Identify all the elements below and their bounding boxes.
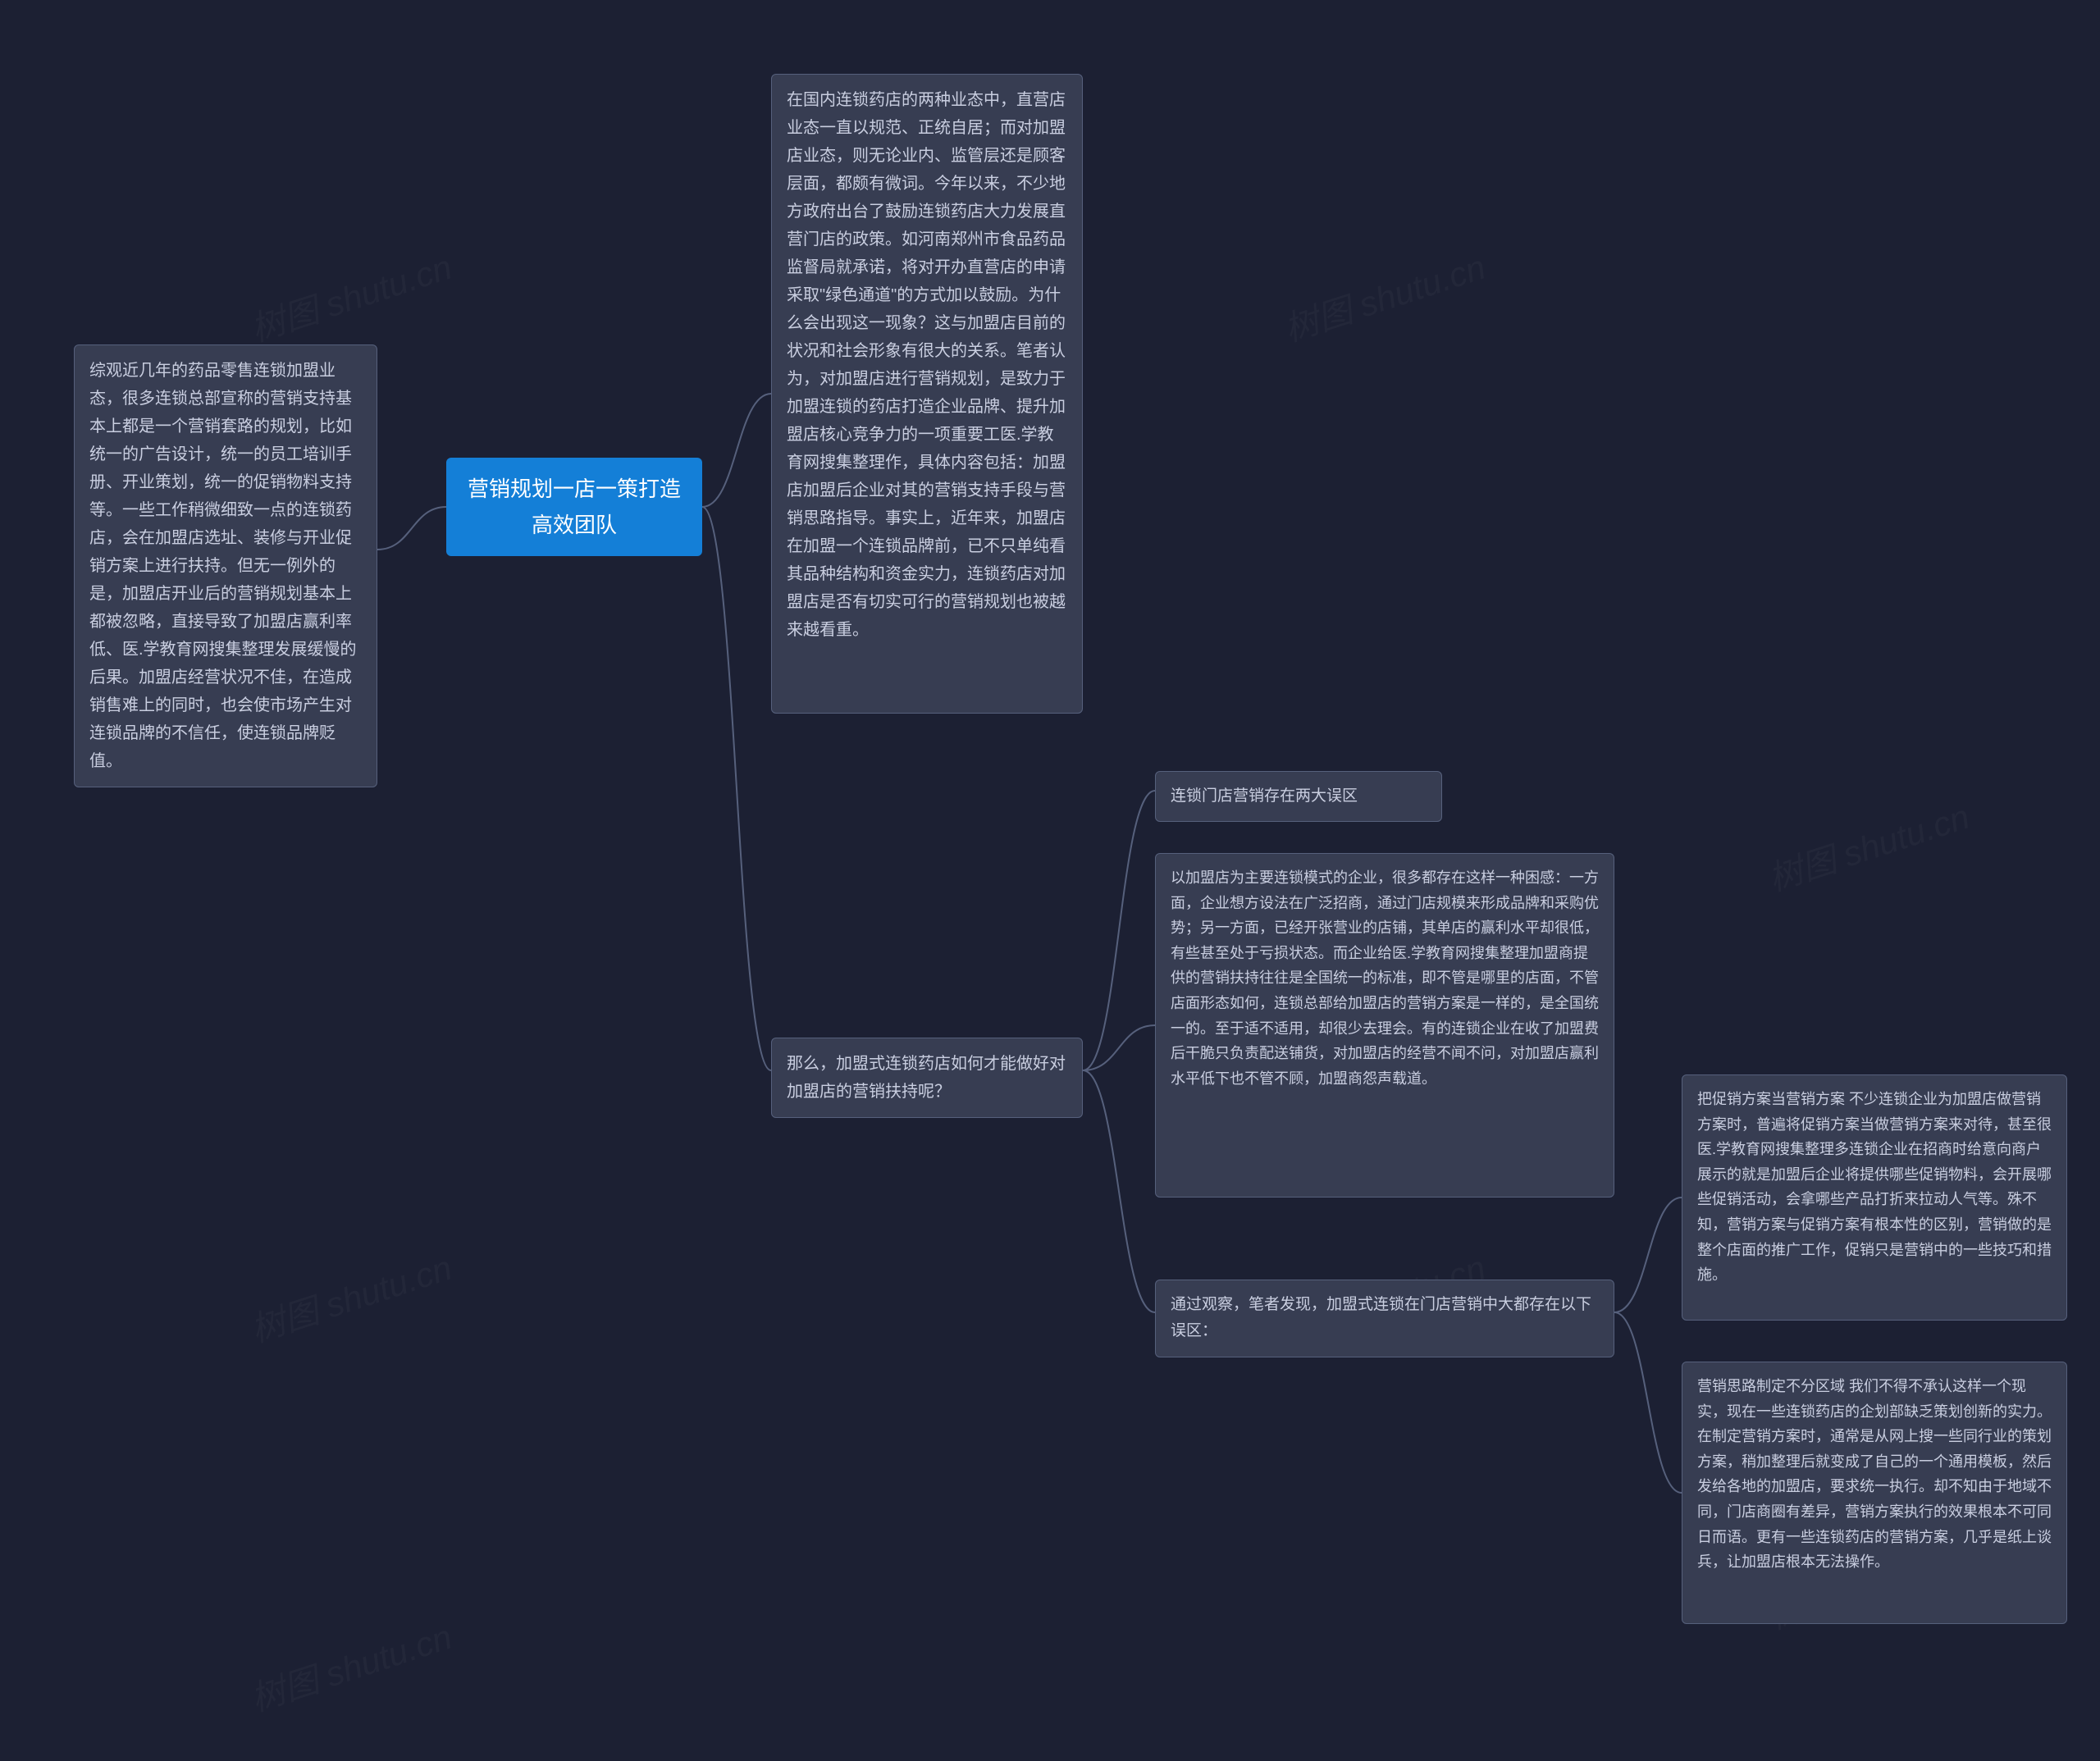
node-text: 连锁门店营销存在两大误区 [1171, 787, 1358, 805]
node-text: 综观近几年的药品零售连锁加盟业态，很多连锁总部宣称的营销支持基本上都是一个营销套… [89, 362, 357, 770]
edge [1614, 1312, 1682, 1493]
watermark: 树图 shutu.cn [1277, 240, 1491, 352]
node-text: 营销思路制定不分区域 我们不得不承认这样一个现实，现在一些连锁药店的企划部缺乏策… [1697, 1378, 2052, 1570]
edge [1083, 1025, 1155, 1070]
node-text: 以加盟店为主要连锁模式的企业，很多都存在这样一种困感：一方面，企业想方设法在广泛… [1171, 869, 1599, 1087]
node-r2c[interactable]: 通过观察，笔者发现，加盟式连锁在门店营销中大都存在以下误区： [1155, 1280, 1614, 1357]
watermark: 树图 shutu.cn [1761, 789, 1975, 901]
edge [702, 507, 771, 1070]
mindmap-canvas: 树图 shutu.cn 树图 shutu.cn 树图 shutu.cn 树图 shut… [0, 0, 2100, 1761]
node-text: 在国内连锁药店的两种业态中，直营店业态一直以规范、正统自居；而对加盟店业态，则无… [787, 91, 1066, 639]
edge [1083, 791, 1155, 1070]
watermark: 树图 shutu.cn [244, 1240, 458, 1353]
root-node[interactable]: 营销规划一店一策打造高效团队 [446, 458, 702, 556]
watermark: 树图 shutu.cn [244, 1609, 458, 1722]
node-r2[interactable]: 那么，加盟式连锁药店如何才能做好对加盟店的营销扶持呢？ [771, 1038, 1083, 1118]
node-r2b[interactable]: 以加盟店为主要连锁模式的企业，很多都存在这样一种困感：一方面，企业想方设法在广泛… [1155, 853, 1614, 1198]
node-r2c2[interactable]: 营销思路制定不分区域 我们不得不承认这样一个现实，现在一些连锁药店的企划部缺乏策… [1682, 1362, 2067, 1624]
node-left1[interactable]: 综观近几年的药品零售连锁加盟业态，很多连锁总部宣称的营销支持基本上都是一个营销套… [74, 344, 377, 787]
node-text: 营销规划一店一策打造高效团队 [461, 471, 687, 543]
edge [702, 394, 771, 507]
node-r1[interactable]: 在国内连锁药店的两种业态中，直营店业态一直以规范、正统自居；而对加盟店业态，则无… [771, 74, 1083, 714]
node-r2c1[interactable]: 把促销方案当营销方案 不少连锁企业为加盟店做营销方案时，普遍将促销方案当做营销方… [1682, 1074, 2067, 1321]
edge [1083, 1070, 1155, 1312]
watermark: 树图 shutu.cn [244, 240, 458, 352]
edge [377, 507, 446, 550]
node-text: 那么，加盟式连锁药店如何才能做好对加盟店的营销扶持呢？ [787, 1055, 1066, 1101]
node-r2a[interactable]: 连锁门店营销存在两大误区 [1155, 771, 1442, 822]
edge [1614, 1198, 1682, 1312]
node-text: 把促销方案当营销方案 不少连锁企业为加盟店做营销方案时，普遍将促销方案当做营销方… [1697, 1091, 2052, 1283]
node-text: 通过观察，笔者发现，加盟式连锁在门店营销中大都存在以下误区： [1171, 1296, 1591, 1339]
